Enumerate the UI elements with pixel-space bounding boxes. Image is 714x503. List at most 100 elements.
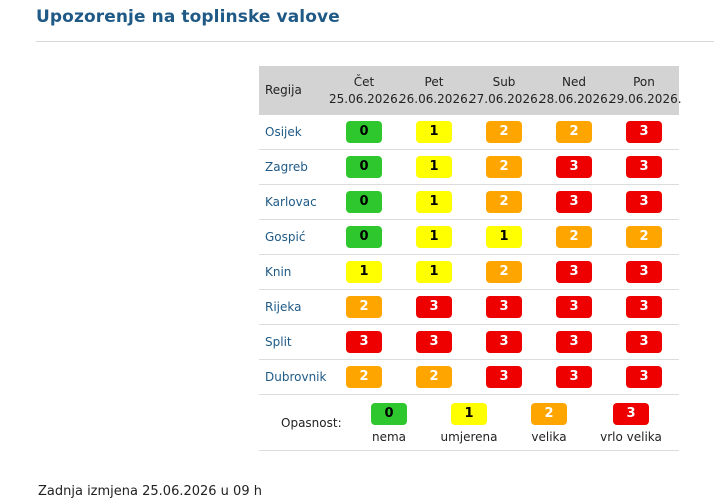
title-divider: [36, 41, 714, 42]
legend-item-vrlo-velika: 3 vrlo velika: [591, 403, 671, 444]
day-date: 28.06.2026.: [539, 91, 612, 106]
warning-level-badge: 3: [626, 261, 662, 283]
table-row: Karlovac 0 1 2 3 3: [259, 184, 679, 220]
warning-cell: 3: [539, 324, 609, 360]
warning-level-badge: 1: [416, 226, 452, 248]
warning-level-badge: 0: [346, 156, 382, 178]
table-row: Knin 1 1 2 3 3: [259, 254, 679, 290]
warning-cell: 3: [469, 359, 539, 395]
warning-level-badge: 1: [416, 261, 452, 283]
warning-cell: 1: [399, 184, 469, 220]
legend-caption: nema: [371, 430, 407, 444]
warning-level-badge: 2: [486, 191, 522, 213]
warning-cell: 1: [399, 219, 469, 255]
warning-cell: 2: [399, 359, 469, 395]
warning-level-badge: 3: [486, 366, 522, 388]
warning-cell: 3: [469, 324, 539, 360]
warning-cell: 2: [539, 115, 609, 150]
warning-level-badge: 1: [416, 121, 452, 143]
warning-level-badge: 3: [486, 331, 522, 353]
heatwave-table: Regija Čet 25.06.2026. Pet 26.06.2026. Sub…: [259, 66, 682, 395]
warning-level-badge: 0: [346, 226, 382, 248]
legend-level-badge: 0: [371, 403, 407, 425]
last-modified-text: Zadnja izmjena 25.06.2026 u 09 h: [38, 484, 262, 499]
warning-level-badge: 3: [416, 296, 452, 318]
warning-level-badge: 2: [486, 261, 522, 283]
warning-cell: 3: [609, 149, 679, 185]
warning-cell: 3: [609, 254, 679, 290]
warning-level-badge: 3: [416, 331, 452, 353]
warning-cell: 3: [399, 289, 469, 325]
warning-level-badge: 2: [556, 226, 592, 248]
warning-cell: 2: [469, 184, 539, 220]
table-row: Dubrovnik 2 2 3 3 3: [259, 359, 679, 395]
warning-level-badge: 1: [346, 261, 382, 283]
day-name: Sub: [492, 74, 516, 89]
warning-level-badge: 2: [486, 121, 522, 143]
warning-cell: 3: [469, 289, 539, 325]
warning-level-badge: 3: [626, 121, 662, 143]
warning-cell: 1: [469, 219, 539, 255]
warning-cell: 0: [329, 149, 399, 185]
warning-cell: 3: [539, 254, 609, 290]
warning-level-badge: 3: [346, 331, 382, 353]
region-link[interactable]: Karlovac: [259, 184, 329, 220]
day-name: Ned: [562, 74, 586, 89]
warning-cell: 1: [399, 149, 469, 185]
region-link[interactable]: Knin: [259, 254, 329, 290]
region-link[interactable]: Split: [259, 324, 329, 360]
warning-level-badge: 0: [346, 121, 382, 143]
warning-level-badge: 3: [486, 296, 522, 318]
warning-cell: 3: [609, 184, 679, 220]
warning-level-badge: 3: [556, 191, 592, 213]
region-link[interactable]: Zagreb: [259, 149, 329, 185]
warning-cell: 3: [539, 184, 609, 220]
warning-cell: 1: [399, 254, 469, 290]
warning-level-badge: 1: [486, 226, 522, 248]
warning-cell: 2: [469, 149, 539, 185]
warning-cell: 3: [539, 359, 609, 395]
region-column-header: Regija: [259, 66, 329, 115]
warning-level-badge: 2: [626, 226, 662, 248]
warning-level-badge: 3: [626, 331, 662, 353]
warning-level-badge: 3: [556, 366, 592, 388]
day-name: Čet: [353, 74, 375, 89]
warning-cell: 3: [329, 324, 399, 360]
warning-level-badge: 3: [626, 296, 662, 318]
legend-level-badge: 2: [531, 403, 567, 425]
warning-cell: 2: [609, 219, 679, 255]
region-link[interactable]: Osijek: [259, 115, 329, 150]
day-column-header: Čet 25.06.2026.: [329, 66, 402, 115]
legend-item-umjerena: 1 umjerena: [429, 403, 509, 444]
warning-cell: 1: [329, 254, 399, 290]
warning-cell: 3: [609, 115, 679, 150]
warning-level-badge: 3: [556, 156, 592, 178]
region-link[interactable]: Rijeka: [259, 289, 329, 325]
warning-level-badge: 3: [626, 366, 662, 388]
legend-level-badge: 1: [451, 403, 487, 425]
day-date: 27.06.2026.: [469, 91, 542, 106]
day-column-header: Pon 29.06.2026.: [609, 66, 682, 115]
warning-level-badge: 3: [626, 191, 662, 213]
warning-cell: 0: [329, 115, 399, 150]
warning-level-badge: 3: [626, 156, 662, 178]
warning-level-badge: 3: [556, 331, 592, 353]
warning-cell: 3: [539, 149, 609, 185]
day-column-header: Pet 26.06.2026.: [399, 66, 472, 115]
table-row: Gospić 0 1 1 2 2: [259, 219, 679, 255]
legend-level-badge: 3: [613, 403, 649, 425]
day-date: 29.06.2026.: [609, 91, 682, 106]
warning-level-badge: 3: [556, 261, 592, 283]
table-body: Osijek 0 1 2 2 3 Zagreb 0 1 2 3 3 Karlovac 0 1 2 3 3 Gospi…: [259, 115, 679, 395]
warning-cell: 1: [399, 115, 469, 150]
day-column-header: Sub 27.06.2026.: [469, 66, 542, 115]
legend-caption: umjerena: [440, 430, 498, 444]
table-row: Rijeka 2 3 3 3 3: [259, 289, 679, 325]
page-title: Upozorenje na toplinske valove: [36, 7, 340, 27]
region-link[interactable]: Gospić: [259, 219, 329, 255]
table-row: Zagreb 0 1 2 3 3: [259, 149, 679, 185]
warning-cell: 3: [609, 359, 679, 395]
region-link[interactable]: Dubrovnik: [259, 359, 329, 395]
table-row: Osijek 0 1 2 2 3: [259, 115, 679, 150]
warning-level-badge: 2: [486, 156, 522, 178]
